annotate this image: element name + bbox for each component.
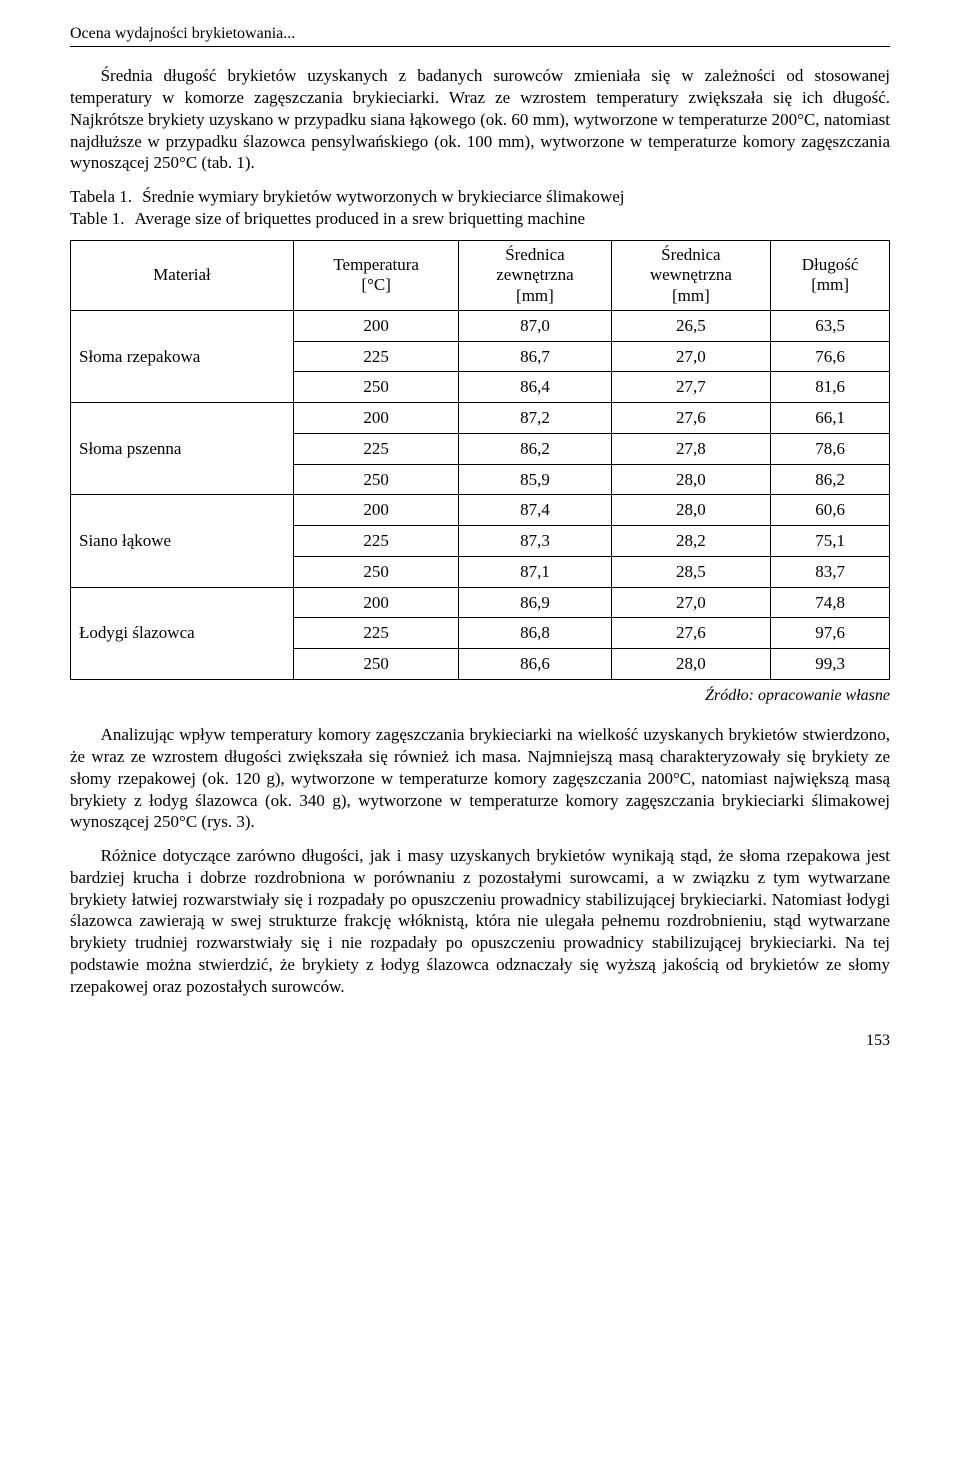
cell-length: 60,6 <box>771 495 890 526</box>
paragraph-1: Średnia długość brykietów uzyskanych z b… <box>70 65 890 174</box>
cell-outer-diameter: 86,4 <box>459 372 611 403</box>
cell-inner-diameter: 28,0 <box>611 464 771 495</box>
cell-inner-diameter: 27,8 <box>611 433 771 464</box>
cell-inner-diameter: 27,7 <box>611 372 771 403</box>
caption-en-label: Table 1. <box>70 208 125 230</box>
cell-material: Łodygi ślazowca <box>71 587 294 679</box>
cell-length: 83,7 <box>771 556 890 587</box>
cell-outer-diameter: 86,7 <box>459 341 611 372</box>
table-header-row: Materiał Temperatura[°C] Średnicazewnętr… <box>71 240 890 310</box>
cell-length: 75,1 <box>771 526 890 557</box>
cell-inner-diameter: 28,0 <box>611 495 771 526</box>
cell-outer-diameter: 86,2 <box>459 433 611 464</box>
cell-inner-diameter: 26,5 <box>611 310 771 341</box>
cell-material: Siano łąkowe <box>71 495 294 587</box>
cell-inner-diameter: 27,6 <box>611 403 771 434</box>
table-caption: Tabela 1. Średnie wymiary brykietów wytw… <box>70 186 890 230</box>
table-source: Źródło: opracowanie własne <box>70 686 890 706</box>
th-inner-diameter: Średnicawewnętrzna[mm] <box>611 240 771 310</box>
th-material: Materiał <box>71 240 294 310</box>
caption-pl-text: Średnie wymiary brykietów wytworzonych w… <box>132 186 624 208</box>
cell-temperature: 250 <box>293 556 458 587</box>
table-row: Łodygi ślazowca20086,927,074,8 <box>71 587 890 618</box>
cell-length: 86,2 <box>771 464 890 495</box>
cell-inner-diameter: 27,0 <box>611 587 771 618</box>
cell-length: 81,6 <box>771 372 890 403</box>
cell-material: Słoma rzepakowa <box>71 310 294 402</box>
cell-outer-diameter: 86,6 <box>459 649 611 680</box>
cell-length: 74,8 <box>771 587 890 618</box>
cell-inner-diameter: 27,0 <box>611 341 771 372</box>
cell-length: 76,6 <box>771 341 890 372</box>
caption-pl-label: Tabela 1. <box>70 186 132 208</box>
cell-outer-diameter: 87,1 <box>459 556 611 587</box>
th-outer-diameter: Średnicazewnętrzna[mm] <box>459 240 611 310</box>
th-length: Długość[mm] <box>771 240 890 310</box>
cell-outer-diameter: 87,2 <box>459 403 611 434</box>
table-row: Słoma pszenna20087,227,666,1 <box>71 403 890 434</box>
cell-inner-diameter: 27,6 <box>611 618 771 649</box>
cell-length: 78,6 <box>771 433 890 464</box>
cell-material: Słoma pszenna <box>71 403 294 495</box>
cell-temperature: 225 <box>293 618 458 649</box>
head-rule <box>70 46 890 47</box>
cell-outer-diameter: 86,9 <box>459 587 611 618</box>
cell-temperature: 200 <box>293 403 458 434</box>
page-number: 153 <box>70 1031 890 1051</box>
cell-outer-diameter: 85,9 <box>459 464 611 495</box>
cell-outer-diameter: 87,0 <box>459 310 611 341</box>
cell-temperature: 250 <box>293 649 458 680</box>
running-head: Ocena wydajności brykietowania... <box>70 24 890 44</box>
cell-length: 99,3 <box>771 649 890 680</box>
paragraph-2: Analizując wpływ temperatury komory zagę… <box>70 724 890 833</box>
cell-outer-diameter: 87,3 <box>459 526 611 557</box>
cell-outer-diameter: 87,4 <box>459 495 611 526</box>
table-row: Słoma rzepakowa20087,026,563,5 <box>71 310 890 341</box>
cell-temperature: 250 <box>293 464 458 495</box>
cell-inner-diameter: 28,2 <box>611 526 771 557</box>
cell-temperature: 225 <box>293 341 458 372</box>
paragraph-3: Różnice dotyczące zarówno długości, jak … <box>70 845 890 997</box>
table-row: Siano łąkowe20087,428,060,6 <box>71 495 890 526</box>
th-temperature: Temperatura[°C] <box>293 240 458 310</box>
cell-temperature: 225 <box>293 433 458 464</box>
cell-temperature: 200 <box>293 310 458 341</box>
cell-temperature: 200 <box>293 495 458 526</box>
briquette-size-table: Materiał Temperatura[°C] Średnicazewnętr… <box>70 240 890 680</box>
cell-temperature: 250 <box>293 372 458 403</box>
cell-outer-diameter: 86,8 <box>459 618 611 649</box>
cell-length: 63,5 <box>771 310 890 341</box>
cell-temperature: 200 <box>293 587 458 618</box>
cell-length: 66,1 <box>771 403 890 434</box>
caption-en-text: Average size of briquettes produced in a… <box>125 208 586 230</box>
cell-length: 97,6 <box>771 618 890 649</box>
cell-inner-diameter: 28,5 <box>611 556 771 587</box>
cell-temperature: 225 <box>293 526 458 557</box>
cell-inner-diameter: 28,0 <box>611 649 771 680</box>
